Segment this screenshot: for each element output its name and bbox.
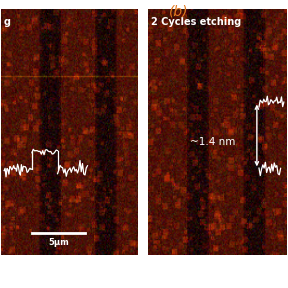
Text: 5μm: 5μm xyxy=(48,238,69,247)
Text: ~1.4 nm: ~1.4 nm xyxy=(190,137,235,147)
Text: (b): (b) xyxy=(169,4,188,18)
Text: 2 Cycles etching: 2 Cycles etching xyxy=(151,17,241,27)
Text: g: g xyxy=(4,17,11,27)
